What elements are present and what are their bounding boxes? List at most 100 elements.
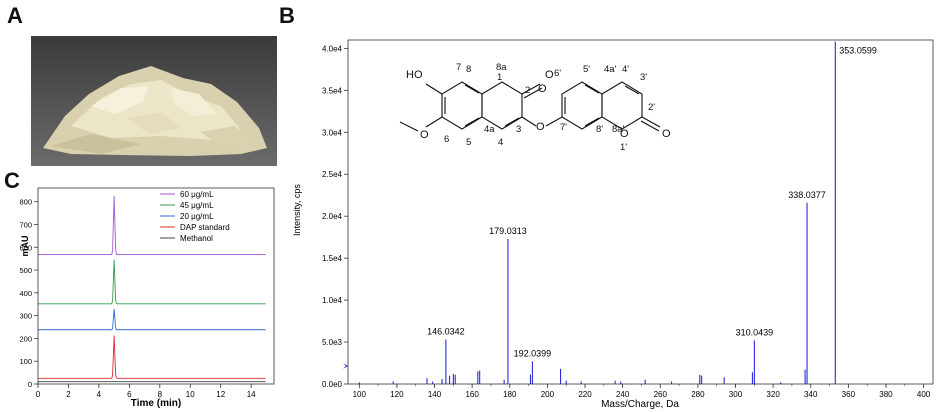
structure-atom-label: 4a': [604, 64, 617, 75]
structure-atom-label: 4': [622, 64, 629, 75]
structure-atom-label: 1': [620, 142, 627, 153]
sample-flake: [127, 112, 181, 134]
structure-atom-label: 6': [554, 68, 561, 79]
structure-atom-label: 7': [560, 122, 567, 133]
ring-c: [561, 81, 603, 130]
chromatogram-x-tick-label: 4: [97, 390, 102, 399]
chromatogram-x-tick-label: 14: [247, 390, 256, 399]
spectrum-y-tick-label: 0.0e0: [322, 380, 343, 389]
chromatogram-y-tick-label: 700: [19, 220, 32, 229]
spectrum-peak-label: 338.0377: [788, 190, 826, 200]
chromatogram-series-line: [38, 335, 266, 379]
chromatogram-y-tick-label: 100: [19, 357, 32, 366]
spectrum-peak-label: 146.0342: [427, 327, 465, 337]
structure-atom-label: 1: [497, 72, 502, 83]
chromatogram-y-tick-label: 600: [19, 243, 32, 252]
spectrum-y-tick-label: 1.5e4: [322, 254, 343, 263]
spectrum-peak-label: 179.0313: [489, 226, 527, 236]
spectrum-x-tick-label: 400: [917, 390, 931, 399]
spectrum-y-tick-label: 2.5e4: [322, 170, 343, 179]
spectrum-x-tick-label: 160: [465, 390, 479, 399]
chromatogram-y-tick-label: 500: [19, 266, 32, 275]
spectrum-x-tick-label: 340: [804, 390, 818, 399]
chromatogram-x-tick-label: 6: [127, 390, 132, 399]
spectrum-x-tick-label: 200: [541, 390, 555, 399]
spectrum-y-tick-label: 2.0e4: [322, 212, 343, 221]
spectrum-frame: [347, 39, 934, 385]
sample-flake: [51, 134, 141, 154]
chromatogram-frame: [37, 187, 275, 385]
structure-atom-label: O: [420, 129, 429, 141]
structure-atom-label: 8: [466, 64, 471, 75]
sample-flake: [201, 126, 257, 148]
structure-atom-label: 5: [466, 137, 471, 148]
chemical-structure: [399, 81, 661, 132]
chromatogram-y-axis-label: mAU: [20, 235, 30, 256]
spectrum-x-tick-label: 100: [353, 390, 367, 399]
chromatogram-x-tick-label: 0: [36, 390, 41, 399]
chromatogram-y-tick-label: 0: [28, 380, 32, 389]
spectrum-y-axis-label: Intensity, cps: [292, 184, 302, 236]
spectrum-peak-label: 192.0399: [514, 348, 552, 358]
spectrum-y-tick-label: 3.5e4: [322, 86, 343, 95]
sample-photo: [31, 36, 277, 166]
chromatogram-x-tick-label: 10: [186, 390, 195, 399]
chromatogram-series-line: [38, 259, 266, 305]
chromatogram-y-tick-label: 400: [19, 289, 32, 298]
chromatogram-legend-label: DAP standard: [180, 223, 230, 232]
structure-atom-label: O: [538, 83, 547, 95]
structure-atom-label: 5': [583, 64, 590, 75]
sample-flake: [171, 88, 217, 116]
structure-atom-label: HO: [406, 69, 423, 81]
structure-atom-label: 8': [596, 124, 603, 135]
ring-a: [441, 81, 483, 130]
chromatogram-chart: 0 2 4 6 8 10 12 14 0 100 200 300 400 500 600 700 800 60 …: [19, 187, 275, 409]
chromatogram-y-tick-label: 200: [19, 334, 32, 343]
spectrum-x-axis-label: Mass/Charge, Da: [601, 399, 679, 410]
spectrum-x-tick-label: 260: [654, 390, 668, 399]
chromatogram-x-axis-label: Time (min): [131, 398, 181, 409]
structure-atom-label: 8a: [496, 62, 507, 73]
spectrum-x-tick-label: 380: [879, 390, 893, 399]
structure-atom-label: 8a': [612, 124, 625, 135]
chromatogram-legend-label: 20 μg/mL: [180, 212, 214, 221]
spectrum-y-tick-label: 4.0e4: [322, 44, 343, 53]
chromatogram-legend-label: 60 μg/mL: [180, 190, 214, 199]
structure-atom-label: 6: [444, 134, 449, 145]
spectrum-x-tick-label: 180: [503, 390, 517, 399]
spectrum-x-tick-label: 140: [428, 390, 442, 399]
structure-atom-label: 2': [648, 102, 655, 113]
chromatogram-series-line: [38, 195, 266, 256]
structure-atom-label: 2: [525, 85, 530, 96]
chromatogram-x-tick-label: 8: [158, 390, 163, 399]
chromatogram-x-tick-label: 2: [66, 390, 71, 399]
chromatogram-x-tick-label: 12: [216, 390, 225, 399]
spectrum-x-tick-label: 280: [691, 390, 705, 399]
spectrum-peak-label: 353.0599: [839, 46, 877, 56]
spectrum-marker-icon: [343, 363, 348, 369]
chromatogram-series-line: [38, 308, 266, 331]
structure-atom-label: 4: [498, 137, 503, 148]
spectrum-x-tick-label: 220: [578, 390, 592, 399]
chromatogram-legend-label: 45 μg/mL: [180, 201, 214, 210]
sample-flake: [91, 86, 149, 114]
mass-spectrum-chart: 100 120 140 160 180 200 220 240 260 280 300 320 340 3…: [292, 39, 934, 410]
chromatogram-legend-label: Methanol: [180, 234, 213, 243]
structure-atom-label: 4a: [484, 124, 495, 135]
structure-atom-label: 7: [456, 62, 461, 73]
spectrum-x-tick-label: 120: [390, 390, 404, 399]
spectrum-x-tick-label: 360: [842, 390, 856, 399]
structure-atom-label: O: [620, 128, 629, 140]
spectrum-peak-label: 310.0439: [736, 327, 774, 337]
spectrum-y-tick-label: 5.0e3: [322, 338, 343, 347]
chromatogram-y-tick-label: 800: [19, 198, 32, 207]
structure-atom-label: 3: [516, 124, 521, 135]
spectrum-x-tick-label: 240: [616, 390, 630, 399]
ring-d: [601, 81, 643, 130]
structure-atom-label: O: [545, 69, 554, 81]
spectrum-y-tick-label: 3.0e4: [322, 128, 343, 137]
panel-letter-a: A: [7, 3, 23, 28]
spectrum-x-tick-label: 320: [766, 390, 780, 399]
structure-atom-label: O: [536, 121, 545, 133]
spectrum-y-tick-label: 1.0e4: [322, 296, 343, 305]
